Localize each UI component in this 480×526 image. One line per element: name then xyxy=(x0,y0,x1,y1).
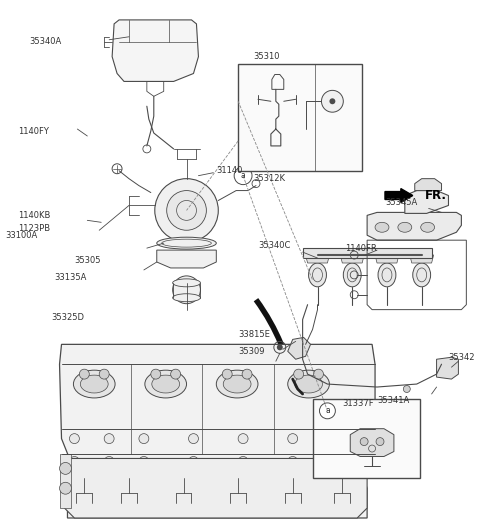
Ellipse shape xyxy=(173,294,201,302)
Text: 35340C: 35340C xyxy=(258,240,290,250)
Text: 1140KB: 1140KB xyxy=(18,211,50,220)
Ellipse shape xyxy=(80,375,108,393)
Circle shape xyxy=(322,90,343,112)
Ellipse shape xyxy=(295,375,323,393)
Circle shape xyxy=(60,482,72,494)
Circle shape xyxy=(70,457,79,467)
Polygon shape xyxy=(405,190,448,214)
Circle shape xyxy=(362,433,372,443)
Text: 35345A: 35345A xyxy=(385,198,417,207)
Circle shape xyxy=(337,433,347,443)
Circle shape xyxy=(242,369,252,379)
Ellipse shape xyxy=(378,263,396,287)
Text: 1123PB: 1123PB xyxy=(18,224,50,233)
Polygon shape xyxy=(367,213,461,240)
Polygon shape xyxy=(64,459,367,518)
Polygon shape xyxy=(306,253,329,263)
Ellipse shape xyxy=(73,370,115,398)
Polygon shape xyxy=(60,345,375,518)
Ellipse shape xyxy=(223,375,251,393)
Polygon shape xyxy=(410,253,433,263)
Circle shape xyxy=(360,438,368,446)
Polygon shape xyxy=(60,453,72,508)
Ellipse shape xyxy=(343,263,361,287)
Circle shape xyxy=(376,438,384,446)
Text: 35325D: 35325D xyxy=(51,313,84,322)
Circle shape xyxy=(403,386,410,392)
Circle shape xyxy=(222,369,232,379)
Ellipse shape xyxy=(216,370,258,398)
Ellipse shape xyxy=(309,263,326,287)
Text: a: a xyxy=(325,407,330,416)
Circle shape xyxy=(329,98,336,104)
Circle shape xyxy=(189,433,198,443)
Ellipse shape xyxy=(288,370,329,398)
Bar xyxy=(312,399,420,478)
Text: 35340A: 35340A xyxy=(30,37,62,46)
Text: 35305: 35305 xyxy=(74,256,101,265)
Circle shape xyxy=(320,403,336,419)
Circle shape xyxy=(99,369,109,379)
Bar xyxy=(302,248,432,258)
Text: 31140: 31140 xyxy=(216,166,243,175)
Polygon shape xyxy=(437,357,458,379)
Circle shape xyxy=(277,345,283,350)
Polygon shape xyxy=(112,20,198,82)
Text: 35341A: 35341A xyxy=(377,397,409,406)
Text: FR.: FR. xyxy=(425,189,447,202)
Circle shape xyxy=(238,457,248,467)
Circle shape xyxy=(313,369,324,379)
Ellipse shape xyxy=(413,263,431,287)
Polygon shape xyxy=(350,429,394,457)
Text: 35342: 35342 xyxy=(448,353,475,362)
Text: 33100A: 33100A xyxy=(5,231,37,240)
Ellipse shape xyxy=(145,370,187,398)
Circle shape xyxy=(324,386,331,392)
Circle shape xyxy=(288,457,298,467)
Ellipse shape xyxy=(420,222,434,232)
Circle shape xyxy=(139,457,149,467)
Text: 1140FR: 1140FR xyxy=(345,244,377,252)
Ellipse shape xyxy=(173,279,201,287)
Circle shape xyxy=(288,433,298,443)
Circle shape xyxy=(104,433,114,443)
Text: a: a xyxy=(240,171,245,180)
Text: 35309: 35309 xyxy=(238,347,264,356)
FancyArrow shape xyxy=(385,189,413,203)
Circle shape xyxy=(79,369,89,379)
Circle shape xyxy=(362,457,372,467)
Circle shape xyxy=(337,457,347,467)
Circle shape xyxy=(234,167,252,185)
Polygon shape xyxy=(415,179,442,190)
Circle shape xyxy=(167,190,206,230)
Circle shape xyxy=(238,433,248,443)
Bar xyxy=(238,64,362,171)
Polygon shape xyxy=(288,337,311,359)
Circle shape xyxy=(155,179,218,242)
Circle shape xyxy=(173,276,201,304)
Circle shape xyxy=(104,457,114,467)
Circle shape xyxy=(294,369,304,379)
Polygon shape xyxy=(375,253,399,263)
Circle shape xyxy=(151,369,161,379)
Text: 35312K: 35312K xyxy=(253,174,285,183)
Circle shape xyxy=(139,433,149,443)
Text: 33815E: 33815E xyxy=(238,330,270,339)
Circle shape xyxy=(189,457,198,467)
Circle shape xyxy=(171,369,180,379)
Circle shape xyxy=(70,433,79,443)
Ellipse shape xyxy=(398,222,412,232)
Ellipse shape xyxy=(152,375,180,393)
Polygon shape xyxy=(157,250,216,268)
Text: 1140FY: 1140FY xyxy=(18,127,49,136)
Text: 33135A: 33135A xyxy=(55,274,87,282)
Circle shape xyxy=(60,462,72,474)
Circle shape xyxy=(364,388,371,394)
Text: 35310: 35310 xyxy=(253,52,279,61)
Text: 31337F: 31337F xyxy=(342,399,374,408)
Ellipse shape xyxy=(375,222,389,232)
Ellipse shape xyxy=(157,237,216,249)
Polygon shape xyxy=(340,253,364,263)
